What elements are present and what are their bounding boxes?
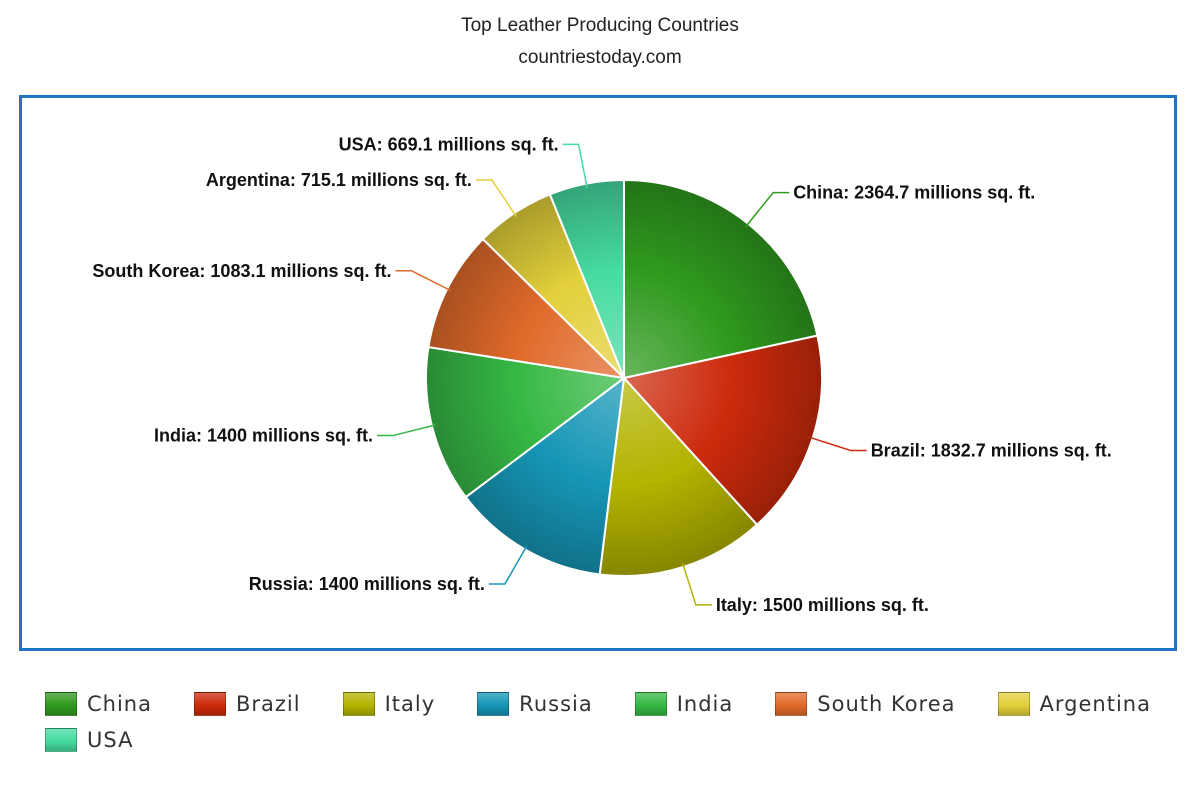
slice-label-india: India: 1400 millions sq. ft. (154, 426, 373, 446)
leader-line-south-korea (395, 270, 452, 292)
leader-line-argentina (475, 179, 517, 218)
legend-label: China (87, 692, 152, 716)
legend-label: Argentina (1039, 692, 1151, 716)
legend-swatch (477, 692, 510, 716)
slice-labels-layer: China: 2364.7 millions sq. ft. Brazil: 18… (92, 134, 1111, 615)
leader-line-russia (488, 545, 528, 585)
legend-item-russia[interactable]: Russia (477, 690, 593, 718)
slice-label-south-korea: South Korea: 1083.1 millions sq. ft. (92, 261, 391, 281)
legend-item-argentina[interactable]: Argentina (997, 690, 1151, 718)
leader-line-india (377, 424, 436, 437)
leader-lines-layer (377, 143, 867, 606)
legend-label: USA (87, 728, 134, 752)
chart-subtitle: countriestoday.com (518, 47, 682, 68)
legend-swatch (194, 692, 226, 716)
chart-title: Top Leather Producing Countries (461, 15, 739, 36)
legend-item-usa[interactable]: USA (45, 726, 133, 754)
legend-item-china[interactable]: China (45, 690, 152, 718)
legend-swatch (45, 692, 77, 716)
legend: China Brazil Italy Russia India South Korea Ar… (45, 690, 1175, 754)
legend-item-brazil[interactable]: Brazil (194, 690, 301, 718)
legend-item-south-korea[interactable]: South Korea (775, 690, 955, 718)
legend-label: Russia (519, 692, 593, 716)
legend-label: Brazil (236, 692, 301, 716)
legend-swatch (997, 692, 1030, 716)
leader-line-brazil (808, 436, 867, 452)
leader-line-usa (562, 143, 588, 188)
legend-label: South Korea (817, 692, 956, 716)
slice-label-brazil: Brazil: 1832.7 millions sq. ft. (871, 440, 1112, 460)
leader-line-italy (681, 562, 712, 606)
legend-swatch (45, 728, 77, 752)
legend-swatch (775, 692, 808, 716)
legend-swatch (634, 692, 667, 716)
legend-swatch (342, 692, 375, 716)
slice-label-usa: USA: 669.1 millions sq. ft. (339, 134, 559, 154)
plot-frame (19, 95, 1177, 651)
legend-item-india[interactable]: India (634, 690, 734, 718)
legend-label: India (676, 692, 734, 716)
slice-label-china: China: 2364.7 millions sq. ft. (793, 183, 1035, 203)
slice-label-italy: Italy: 1500 millions sq. ft. (716, 595, 929, 615)
leader-line-china (745, 191, 790, 228)
slice-label-argentina: Argentina: 715.1 millions sq. ft. (206, 170, 472, 190)
slice-label-russia: Russia: 1400 millions sq. ft. (249, 574, 485, 594)
slices-layer (425, 178, 823, 577)
legend-item-italy[interactable]: Italy (342, 690, 436, 718)
legend-label: Italy (384, 692, 436, 716)
